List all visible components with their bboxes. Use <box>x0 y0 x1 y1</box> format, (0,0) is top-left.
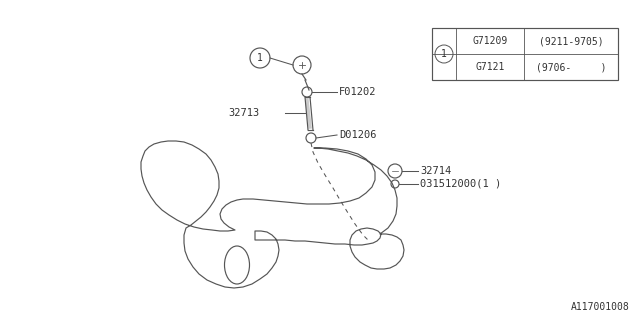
Text: F01202: F01202 <box>339 87 376 97</box>
Text: (9211-9705): (9211-9705) <box>539 36 604 46</box>
Bar <box>432 28 618 80</box>
Text: G71209: G71209 <box>472 36 508 46</box>
Text: 1: 1 <box>257 53 263 63</box>
Text: 1: 1 <box>441 49 447 59</box>
Text: 32714: 32714 <box>420 166 451 176</box>
Text: 32713: 32713 <box>228 108 259 118</box>
Text: A117001008: A117001008 <box>572 302 630 312</box>
Text: 031512000(1 ): 031512000(1 ) <box>420 179 501 189</box>
Text: G7121: G7121 <box>476 62 505 72</box>
Text: D01206: D01206 <box>339 130 376 140</box>
Text: (9706-     ): (9706- ) <box>536 62 606 72</box>
